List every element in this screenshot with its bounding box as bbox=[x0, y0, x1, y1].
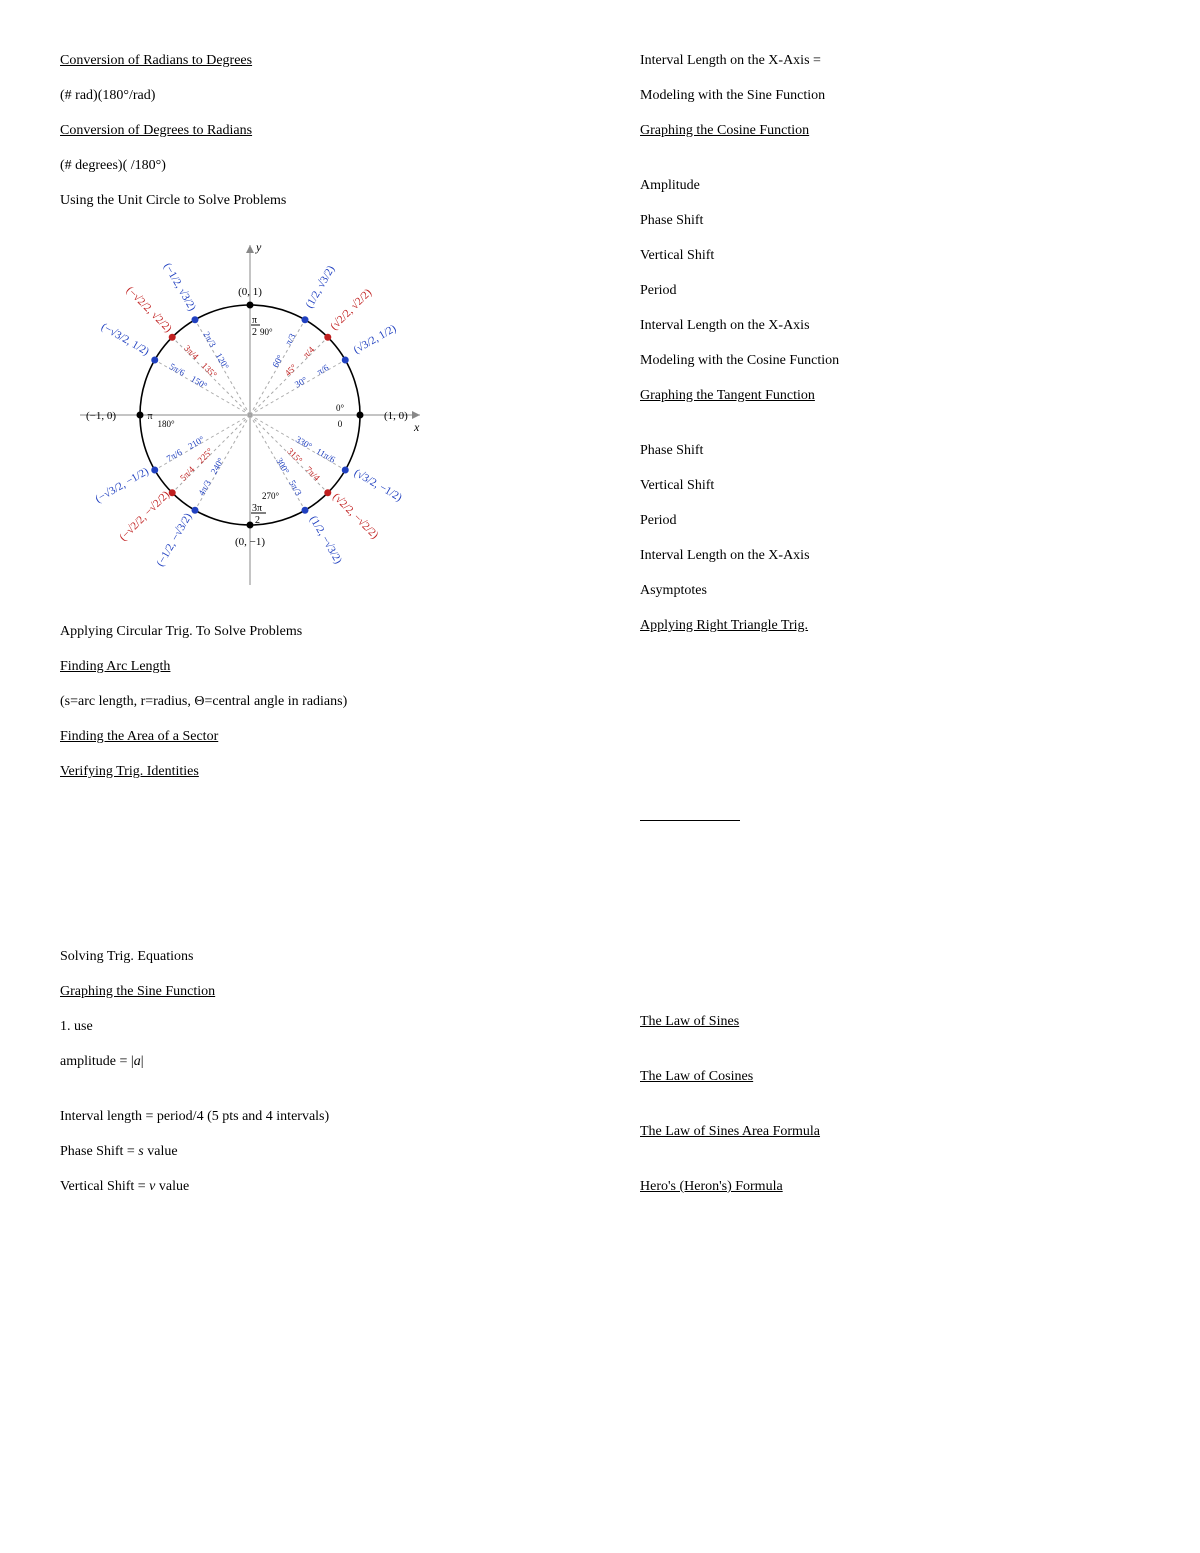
svg-text:2π/3: 2π/3 bbox=[201, 330, 218, 349]
line-vshift-tan: Vertical Shift bbox=[640, 475, 1140, 496]
svg-text:(−1, 0): (−1, 0) bbox=[86, 410, 116, 422]
svg-text:7π/4: 7π/4 bbox=[304, 464, 323, 483]
svg-text:(−√3/2, −1/2): (−√3/2, −1/2) bbox=[93, 465, 151, 505]
svg-text:3π/4: 3π/4 bbox=[182, 343, 201, 362]
heading-law-sines: The Law of Sines bbox=[640, 1014, 739, 1029]
svg-text:(−√3/2, 1/2): (−√3/2, 1/2) bbox=[99, 321, 151, 358]
svg-text:30°: 30° bbox=[293, 374, 309, 389]
right-column: Interval Length on the X-Axis = Modeling… bbox=[640, 50, 1140, 1211]
heading-law-sines-area: The Law of Sines Area Formula bbox=[640, 1124, 820, 1139]
heading-graph-tan: Graphing the Tangent Function bbox=[640, 388, 815, 403]
line-phase-tan: Phase Shift bbox=[640, 440, 1140, 461]
svg-text:(√2/2, −√2/2): (√2/2, −√2/2) bbox=[330, 491, 381, 542]
svg-text:330°: 330° bbox=[294, 434, 314, 451]
svg-text:π/3: π/3 bbox=[283, 331, 298, 346]
svg-text:180°: 180° bbox=[157, 419, 175, 429]
line-interval: Interval length = period/4 (5 pts and 4 … bbox=[60, 1106, 560, 1127]
svg-text:3π: 3π bbox=[252, 503, 262, 514]
svg-text:120°: 120° bbox=[214, 351, 231, 371]
heading-unit-circle: Using the Unit Circle to Solve Problems bbox=[60, 190, 560, 211]
svg-text:(√3/2, −1/2): (√3/2, −1/2) bbox=[352, 467, 404, 504]
heading-conv-rad-deg: Conversion of Radians to Degrees bbox=[60, 53, 252, 68]
svg-text:π/6: π/6 bbox=[315, 362, 330, 377]
heading-heron: Hero's (Heron's) Formula bbox=[640, 1179, 783, 1194]
svg-text:(−1/2, −√3/2): (−1/2, −√3/2) bbox=[154, 511, 194, 569]
heading-model-cosine: Modeling with the Cosine Function bbox=[640, 350, 1140, 371]
unit-circle-diagram: y x 30° π/6 (√3/2, 1/2) 45°π/4 (√2/2, √2/2) 60°… bbox=[60, 225, 440, 605]
svg-text:(−√2/2, −√2/2): (−√2/2, −√2/2) bbox=[117, 489, 172, 544]
svg-text:270°: 270° bbox=[262, 491, 280, 501]
line-phase-cos: Phase Shift bbox=[640, 210, 1140, 231]
svg-text:(1/2, −√3/2): (1/2, −√3/2) bbox=[307, 514, 344, 566]
svg-text:4π/3: 4π/3 bbox=[196, 478, 213, 497]
svg-text:π: π bbox=[252, 315, 257, 326]
svg-text:45°: 45° bbox=[283, 362, 299, 378]
svg-text:315°: 315° bbox=[285, 446, 304, 465]
heading-verify-identities: Verifying Trig. Identities bbox=[60, 764, 199, 779]
formula-deg-to-rad: (# degrees)( /180°) bbox=[60, 155, 560, 176]
svg-text:5π/3: 5π/3 bbox=[287, 478, 304, 497]
svg-text:(0, 1): (0, 1) bbox=[238, 286, 262, 298]
line-period-tan: Period bbox=[640, 510, 1140, 531]
svg-text:90°: 90° bbox=[260, 327, 273, 337]
left-column: Conversion of Radians to Degrees (# rad)… bbox=[60, 50, 560, 1211]
svg-text:150°: 150° bbox=[189, 374, 209, 391]
line-period-cos: Period bbox=[640, 280, 1140, 301]
svg-text:2: 2 bbox=[255, 515, 260, 526]
svg-text:(1, 0): (1, 0) bbox=[384, 410, 408, 422]
svg-text:0: 0 bbox=[338, 419, 343, 429]
line-use: 1. use bbox=[60, 1016, 560, 1037]
line-amplitude: amplitude = |a| bbox=[60, 1051, 560, 1072]
svg-text:60°: 60° bbox=[270, 353, 285, 369]
svg-text:π/4: π/4 bbox=[301, 344, 317, 360]
svg-text:(−√2/2, √2/2): (−√2/2, √2/2) bbox=[124, 284, 175, 335]
line-interval-tan: Interval Length on the X-Axis bbox=[640, 545, 1140, 566]
heading-graph-sine: Graphing the Sine Function bbox=[60, 984, 215, 999]
svg-text:240°: 240° bbox=[209, 456, 226, 476]
svg-text:5π/4: 5π/4 bbox=[178, 464, 197, 483]
heading-law-cosines: The Law of Cosines bbox=[640, 1069, 753, 1084]
line-asymptotes: Asymptotes bbox=[640, 580, 1140, 601]
svg-text:(0, −1): (0, −1) bbox=[235, 536, 265, 548]
svg-text:5π/6: 5π/6 bbox=[168, 361, 187, 378]
svg-text:y: y bbox=[255, 240, 262, 254]
svg-text:π: π bbox=[147, 411, 152, 422]
heading-graph-cosine: Graphing the Cosine Function bbox=[640, 123, 809, 138]
heading-conv-deg-rad: Conversion of Degrees to Radians bbox=[60, 123, 252, 138]
heading-circular-trig: Applying Circular Trig. To Solve Problem… bbox=[60, 621, 560, 642]
line-vshift-cos: Vertical Shift bbox=[640, 245, 1140, 266]
heading-right-triangle: Applying Right Triangle Trig. bbox=[640, 618, 808, 633]
svg-text:x: x bbox=[413, 420, 420, 434]
svg-text:135°: 135° bbox=[200, 361, 219, 380]
heading-sector-area: Finding the Area of a Sector bbox=[60, 729, 218, 744]
heading-solving-trig: Solving Trig. Equations bbox=[60, 946, 560, 967]
arc-length-desc: (s=arc length, r=radius, Θ=central angle… bbox=[60, 691, 560, 712]
svg-text:(1/2, √3/2): (1/2, √3/2) bbox=[303, 263, 337, 310]
svg-text:(−1/2, √3/2): (−1/2, √3/2) bbox=[161, 261, 198, 313]
svg-text:2: 2 bbox=[252, 327, 257, 338]
line-interval-cos: Interval Length on the X-Axis bbox=[640, 315, 1140, 336]
heading-arc-length: Finding Arc Length bbox=[60, 659, 170, 674]
line-vert: Vertical Shift = v value bbox=[60, 1176, 560, 1197]
svg-text:300°: 300° bbox=[274, 456, 291, 476]
line-phase: Phase Shift = s value bbox=[60, 1141, 560, 1162]
heading-interval-x: Interval Length on the X-Axis = bbox=[640, 50, 1140, 71]
svg-text:225°: 225° bbox=[196, 446, 215, 465]
svg-text:11π/6: 11π/6 bbox=[315, 446, 338, 465]
formula-rad-to-deg: (# rad)(180°/rad) bbox=[60, 85, 560, 106]
svg-text:(√2/2, √2/2): (√2/2, √2/2) bbox=[328, 286, 374, 332]
divider-line bbox=[640, 820, 740, 821]
svg-text:7π/6: 7π/6 bbox=[165, 447, 184, 464]
svg-text:(√3/2, 1/2): (√3/2, 1/2) bbox=[352, 322, 399, 356]
svg-text:210°: 210° bbox=[186, 434, 206, 451]
svg-text:0°: 0° bbox=[336, 403, 345, 413]
line-amp: Amplitude bbox=[640, 175, 1140, 196]
heading-model-sine: Modeling with the Sine Function bbox=[640, 85, 1140, 106]
